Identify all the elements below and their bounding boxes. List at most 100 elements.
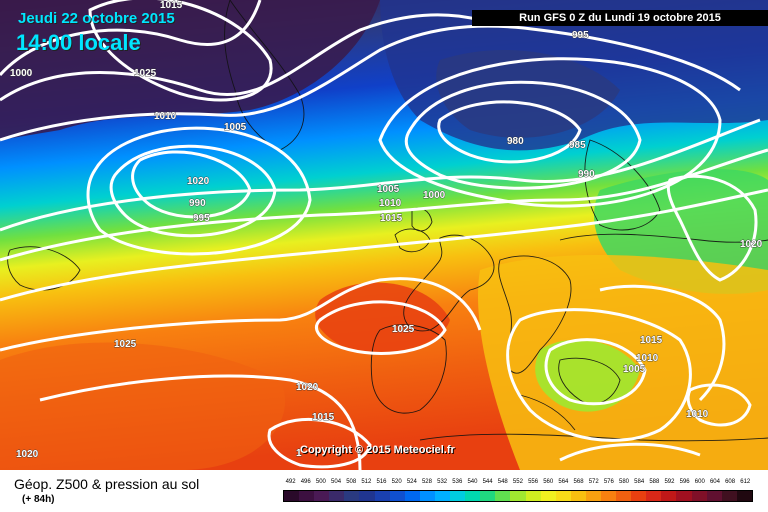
scale-color-swatch (299, 491, 315, 501)
forecast-date: Jeudi 22 octobre 2015 (18, 10, 175, 27)
isobar-label: 1000 (423, 190, 446, 201)
isobar-label: 1020 (740, 239, 763, 250)
isobar-label: 1015 (160, 0, 183, 11)
scale-color-swatch (344, 491, 360, 501)
weather-map: 1015 995 1000 1025 1010 1005 1020 990 99… (0, 0, 768, 470)
isobar-label: 990 (578, 169, 595, 180)
scale-value-label: 524 (406, 479, 417, 485)
isobar-label: 1020 (296, 382, 319, 393)
scale-color-swatch (691, 491, 707, 501)
scale-color-swatch (525, 491, 541, 501)
scale-value-label: 544 (482, 479, 493, 485)
scale-value-label: 568 (573, 479, 584, 485)
scale-color-swatch (706, 491, 722, 501)
isobar-label: 1005 (623, 364, 646, 375)
scale-color-swatch (616, 491, 632, 501)
scale-color-swatch (495, 491, 511, 501)
scale-color-swatch (419, 491, 435, 501)
scale-color-swatch (646, 491, 662, 501)
scale-value-label: 540 (467, 479, 478, 485)
scale-value-label: 588 (649, 479, 660, 485)
scale-value-label: 600 (694, 479, 705, 485)
scale-value-label: 556 (528, 479, 539, 485)
model-run-label: Run GFS 0 Z du Lundi 19 octobre 2015 (472, 10, 768, 26)
isobar-label: 1025 (134, 68, 157, 79)
scale-color-swatch (450, 491, 466, 501)
high-pressure-biscay (315, 282, 450, 352)
isobar-label: 995 (572, 30, 589, 41)
scale-color-swatch (570, 491, 586, 501)
scale-color-swatch (510, 491, 526, 501)
scale-value-label: 516 (376, 479, 387, 485)
scale-value-label: 604 (709, 479, 720, 485)
scale-value-label: 572 (588, 479, 599, 485)
forecast-offset: (+ 84h) (22, 494, 55, 505)
legend-footer: Géop. Z500 & pression au sol (+ 84h) 492… (0, 470, 768, 512)
scale-value-label: 504 (331, 479, 342, 485)
isobar-label: 995 (193, 213, 210, 224)
isobar-label: 1025 (114, 339, 137, 350)
isobar-label: 1020 (16, 449, 39, 460)
scale-value-label: 592 (664, 479, 675, 485)
scale-color-swatch (631, 491, 647, 501)
isobar-label: 1005 (377, 184, 400, 195)
scale-color-swatch (434, 491, 451, 501)
isobar-label: 1010 (686, 409, 709, 420)
scale-value-label: 576 (603, 479, 614, 485)
isobar-label: 1020 (187, 176, 210, 187)
scale-color-swatch (359, 491, 375, 501)
isobar-label: 1015 (640, 335, 663, 346)
isobar-labels: 1015 995 1000 1025 1010 1005 1020 990 99… (10, 0, 763, 460)
isobar-label: 990 (189, 198, 206, 209)
scale-value-label: 552 (512, 479, 523, 485)
isobar-label: 1025 (392, 324, 415, 335)
scale-value-label: 512 (361, 479, 372, 485)
scale-value-label: 536 (452, 479, 463, 485)
scale-value-label: 560 (543, 479, 554, 485)
isobar-label: 1015 (380, 213, 403, 224)
scale-value-label: 492 (285, 479, 296, 485)
copyright-notice: Copyright © 2015 Meteociel.fr (300, 444, 455, 456)
scale-color-swatch (721, 491, 737, 501)
scale-value-label: 500 (315, 479, 326, 485)
scale-color-swatch (465, 491, 481, 501)
color-scale-bar (283, 490, 753, 502)
scale-color-swatch (374, 491, 390, 501)
isobar-label: 985 (569, 140, 586, 151)
color-scale-labels: 492 496 500 504 508 512 516 520 524 528 532 536 540 5… (283, 479, 753, 489)
cold-low-north (0, 0, 380, 140)
isobar-label: 1010 (379, 198, 402, 209)
forecast-time: 14:00 locale (16, 30, 141, 55)
scale-value-label: 612 (740, 479, 751, 485)
scale-color-swatch (404, 491, 420, 501)
scale-color-swatch (389, 491, 405, 501)
scale-value-label: 548 (497, 479, 508, 485)
scale-color-swatch (676, 491, 692, 501)
scale-color-swatch (540, 491, 556, 501)
isobar-label: 980 (507, 136, 524, 147)
scale-value-label: 596 (679, 479, 690, 485)
scale-value-label: 528 (421, 479, 432, 485)
legend-title: Géop. Z500 & pression au sol (14, 476, 200, 492)
isobar-label: 1015 (312, 412, 335, 423)
scale-value-label: 508 (346, 479, 357, 485)
scale-color-swatch (329, 491, 345, 501)
isobar-label: 1 (296, 448, 302, 459)
scale-value-label: 584 (634, 479, 645, 485)
scale-color-swatch (585, 491, 601, 501)
scale-color-swatch (314, 491, 330, 501)
isobar-label: 1005 (224, 122, 247, 133)
scale-color-swatch (555, 491, 571, 501)
scale-value-label: 532 (437, 479, 448, 485)
isobar-label: 1010 (636, 353, 659, 364)
isobars (0, 0, 768, 470)
scale-color-swatch (736, 491, 752, 501)
scale-color-swatch (284, 491, 300, 501)
scale-value-label: 564 (558, 479, 569, 485)
scale-value-label: 608 (725, 479, 736, 485)
map-canvas: 1015 995 1000 1025 1010 1005 1020 990 99… (0, 0, 768, 470)
scale-color-swatch (600, 491, 617, 501)
scale-color-swatch (480, 491, 496, 501)
isobar-label: 1000 (10, 68, 33, 79)
isobar-label: 1010 (154, 111, 177, 122)
